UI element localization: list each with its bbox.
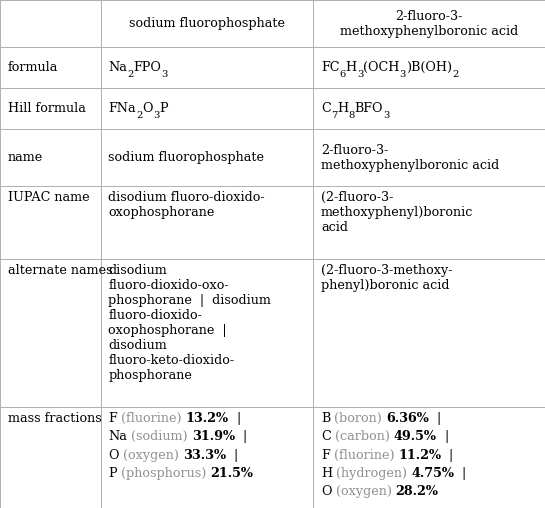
Text: 2: 2	[128, 71, 134, 79]
Text: formula: formula	[8, 61, 58, 74]
Text: (phosphorus): (phosphorus)	[117, 467, 210, 480]
Text: H: H	[346, 61, 357, 74]
Text: disodium
fluoro-dioxido-oxo-
phosphorane  |  disodium
fluoro-dioxido-
oxophospho: disodium fluoro-dioxido-oxo- phosphorane…	[108, 264, 271, 382]
Text: (fluorine): (fluorine)	[330, 449, 398, 462]
Text: O: O	[142, 102, 153, 115]
Text: 21.5%: 21.5%	[210, 467, 253, 480]
Text: (2-fluoro-3-
methoxyphenyl)boronic
acid: (2-fluoro-3- methoxyphenyl)boronic acid	[321, 191, 474, 234]
Text: C: C	[321, 430, 331, 443]
Text: H: H	[321, 467, 332, 480]
Text: (sodium): (sodium)	[128, 430, 192, 443]
Text: name: name	[8, 151, 43, 164]
Text: FPO: FPO	[134, 61, 161, 74]
Text: (oxygen): (oxygen)	[119, 449, 183, 462]
Text: BFO: BFO	[355, 102, 383, 115]
Text: 3: 3	[357, 71, 364, 79]
Text: F: F	[321, 449, 330, 462]
Text: |: |	[437, 430, 457, 443]
Text: disodium fluoro-dioxido-
oxophosphorane: disodium fluoro-dioxido- oxophosphorane	[108, 191, 265, 219]
Text: |: |	[429, 412, 449, 425]
Text: P: P	[108, 467, 117, 480]
Text: 3: 3	[153, 111, 159, 120]
Text: C: C	[321, 102, 331, 115]
Text: |: |	[226, 449, 246, 462]
Text: IUPAC name: IUPAC name	[8, 191, 89, 204]
Text: 31.9%: 31.9%	[192, 430, 235, 443]
Text: 33.3%: 33.3%	[183, 449, 226, 462]
Text: sodium fluorophosphate: sodium fluorophosphate	[108, 151, 264, 164]
Text: (hydrogen): (hydrogen)	[332, 467, 411, 480]
Text: 2-fluoro-3-
methoxyphenylboronic acid: 2-fluoro-3- methoxyphenylboronic acid	[340, 10, 518, 38]
Text: 2: 2	[136, 111, 142, 120]
Text: sodium fluorophosphate: sodium fluorophosphate	[129, 17, 285, 30]
Text: H: H	[337, 102, 348, 115]
Text: 13.2%: 13.2%	[186, 412, 229, 425]
Text: alternate names: alternate names	[8, 264, 112, 277]
Text: |: |	[235, 430, 255, 443]
Text: 6.36%: 6.36%	[386, 412, 429, 425]
Text: 8: 8	[348, 111, 355, 120]
Text: mass fractions: mass fractions	[8, 412, 101, 425]
Text: (2-fluoro-3-methoxy-
phenyl)boronic acid: (2-fluoro-3-methoxy- phenyl)boronic acid	[321, 264, 452, 292]
Text: 49.5%: 49.5%	[393, 430, 437, 443]
Text: (oxygen): (oxygen)	[331, 485, 396, 498]
Text: 2: 2	[452, 71, 458, 79]
Text: |: |	[229, 412, 249, 425]
Text: )B(OH): )B(OH)	[406, 61, 452, 74]
Text: |: |	[454, 467, 474, 480]
Text: Na: Na	[108, 61, 128, 74]
Text: 28.2%: 28.2%	[396, 485, 438, 498]
Text: Hill formula: Hill formula	[8, 102, 86, 115]
Text: |: |	[441, 449, 462, 462]
Text: 7: 7	[331, 111, 337, 120]
Text: (fluorine): (fluorine)	[117, 412, 186, 425]
Text: 4.75%: 4.75%	[411, 467, 454, 480]
Text: O: O	[321, 485, 331, 498]
Text: (boron): (boron)	[330, 412, 386, 425]
Text: (carbon): (carbon)	[331, 430, 393, 443]
Text: FNa: FNa	[108, 102, 136, 115]
Text: O: O	[108, 449, 119, 462]
Text: (OCH: (OCH	[364, 61, 399, 74]
Text: FC: FC	[321, 61, 340, 74]
Text: 3: 3	[399, 71, 406, 79]
Text: Na: Na	[108, 430, 128, 443]
Text: 3: 3	[161, 71, 168, 79]
Text: B: B	[321, 412, 330, 425]
Text: F: F	[108, 412, 117, 425]
Text: 2-fluoro-3-
methoxyphenylboronic acid: 2-fluoro-3- methoxyphenylboronic acid	[321, 144, 499, 172]
Text: 11.2%: 11.2%	[398, 449, 441, 462]
Text: 6: 6	[340, 71, 346, 79]
Text: 3: 3	[383, 111, 390, 120]
Text: P: P	[159, 102, 168, 115]
